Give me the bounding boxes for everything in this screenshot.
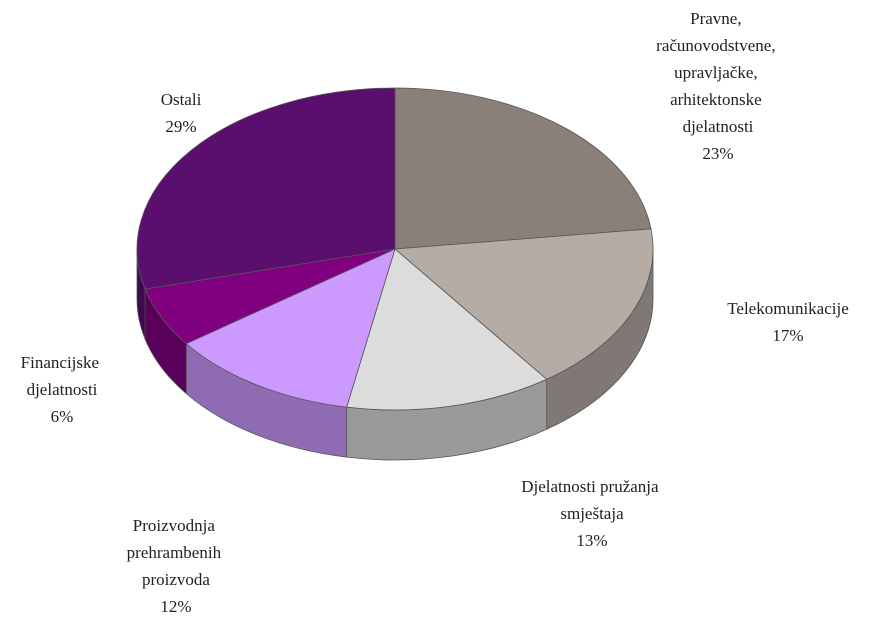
slice-label: Ostali (161, 90, 202, 109)
slice (185, 248, 396, 408)
slice-label: Financijske djelatnosti (21, 353, 104, 399)
slice (346, 248, 548, 411)
value-label: 13% (576, 531, 607, 550)
slice (394, 87, 652, 250)
value-label: 23% (702, 144, 733, 163)
slice-label: Djelatnosti pružanja smještaja (521, 477, 663, 523)
slice-label: Pravne, računovodstvene, upravljačke, ar… (656, 9, 780, 136)
value-label: 17% (772, 326, 803, 345)
slice-label: Proizvodnja prehrambenih proizvoda (127, 516, 226, 589)
value-label: 12% (160, 597, 191, 616)
value-label: 29% (165, 117, 196, 136)
slice (394, 228, 654, 380)
slice-label: Telekomunikacije (727, 299, 849, 318)
slice (136, 87, 396, 290)
value-label: 6% (51, 407, 74, 426)
